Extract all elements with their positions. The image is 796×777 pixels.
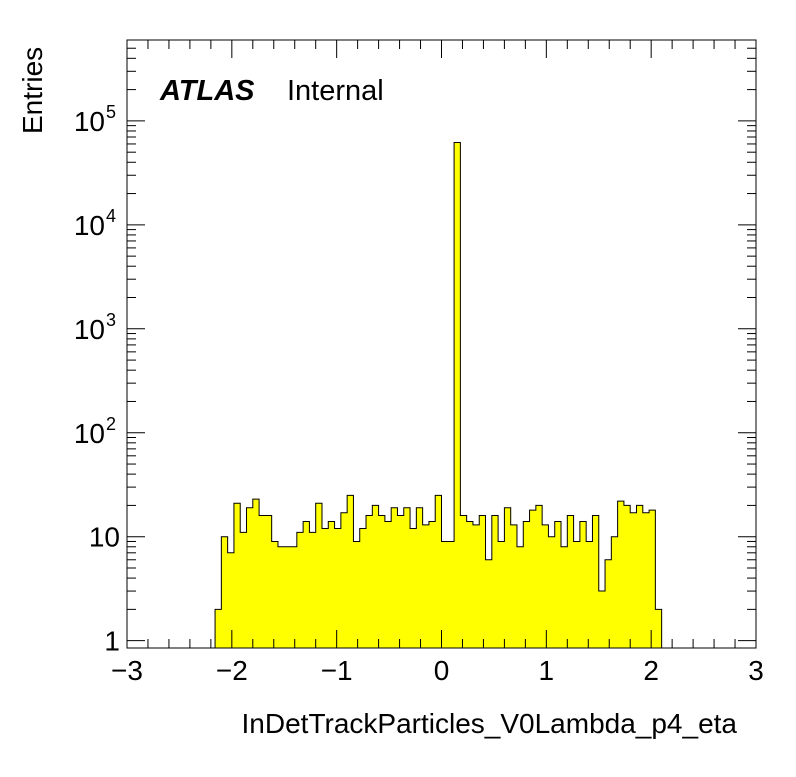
- histogram-bin: [630, 512, 637, 648]
- histogram-bin: [347, 495, 354, 648]
- histogram-bin: [598, 591, 606, 648]
- histogram-bin: [428, 521, 436, 648]
- histogram-bin: [617, 501, 625, 648]
- histogram-bin: [252, 499, 260, 648]
- histogram-bin: [460, 515, 468, 648]
- histogram-bin: [378, 515, 386, 648]
- histogram-bin: [611, 536, 619, 648]
- histogram-bin: [384, 521, 392, 648]
- histogram-bin: [391, 507, 398, 648]
- histogram-bin: [321, 528, 329, 648]
- x-tick-label: 0: [434, 655, 450, 686]
- histogram-bin: [435, 495, 442, 648]
- histogram-bin: [328, 521, 335, 648]
- histogram-bin: [227, 552, 235, 648]
- x-tick-label: 3: [748, 655, 764, 686]
- histogram-bin: [221, 536, 229, 648]
- histogram-bin: [472, 524, 480, 648]
- histogram-bin: [642, 512, 650, 648]
- histogram-bin: [422, 524, 430, 648]
- histogram-bin: [271, 541, 279, 648]
- x-tick-label: −3: [111, 655, 143, 686]
- histogram-bars: [215, 142, 663, 648]
- histogram-bin: [296, 532, 304, 648]
- histogram-bin: [535, 505, 543, 648]
- histogram-bin: [309, 532, 317, 648]
- histogram-outline: [214, 141, 663, 648]
- histogram-bin: [523, 521, 530, 648]
- y-tick-label: 1: [104, 626, 120, 657]
- y-tick-label: 10: [74, 210, 105, 241]
- histogram-bin: [447, 541, 455, 648]
- x-tick-label: 1: [539, 655, 555, 686]
- histogram-bin: [233, 503, 241, 648]
- histogram-bin: [466, 521, 474, 648]
- y-axis-label: Entries: [17, 47, 48, 134]
- histogram-bin: [655, 609, 663, 648]
- y-tick-exponent: 2: [106, 414, 116, 434]
- histogram-bin: [334, 528, 342, 648]
- histogram-bin: [561, 546, 568, 648]
- histogram-bin: [315, 503, 323, 648]
- y-tick-label: 10: [89, 522, 120, 553]
- histogram-bin: [529, 510, 537, 648]
- histogram-bin: [246, 507, 254, 648]
- axis-ticks: [126, 39, 757, 648]
- x-tick-label: −1: [321, 655, 353, 686]
- x-tick-label: −2: [216, 655, 248, 686]
- histogram-bin: [573, 541, 581, 648]
- histogram-bin: [516, 546, 524, 648]
- y-tick-label: 10: [74, 106, 105, 137]
- histogram-bin: [498, 541, 505, 648]
- histogram-bin: [290, 546, 298, 648]
- histogram-bin: [277, 546, 285, 648]
- histogram-bin: [623, 505, 631, 648]
- histogram-bin: [567, 515, 574, 648]
- histogram-bin: [504, 507, 512, 648]
- histogram-bin: [366, 515, 373, 648]
- histogram-bin: [259, 515, 266, 648]
- histogram-bin: [397, 515, 405, 648]
- histogram-bin: [340, 512, 348, 648]
- histogram-bin: [215, 609, 222, 648]
- atlas-brand: ATLAS: [159, 75, 255, 107]
- y-tick-label: 10: [74, 418, 105, 449]
- histogram-bin: [548, 536, 556, 648]
- y-tick-label: 10: [74, 314, 105, 345]
- histogram-bin: [479, 515, 486, 648]
- histogram-bin: [636, 505, 644, 648]
- histogram-bin: [491, 515, 499, 648]
- histogram-bin: [240, 532, 247, 648]
- histogram-bin: [454, 142, 461, 648]
- histogram-bin: [353, 541, 361, 648]
- histogram-bin: [284, 546, 291, 648]
- histogram-bin: [485, 559, 493, 648]
- histogram-bin: [359, 528, 367, 648]
- histogram-bin: [554, 521, 562, 648]
- histogram-bin: [372, 505, 379, 648]
- histogram-bin: [441, 541, 449, 648]
- histogram-bin: [265, 515, 273, 648]
- histogram-bin: [510, 524, 518, 648]
- histogram-bin: [403, 507, 411, 648]
- x-axis-label: InDetTrackParticles_V0Lambda_p4_eta: [242, 708, 738, 739]
- y-tick-exponent: 3: [106, 310, 116, 330]
- x-tick-labels: −3 −2 −1 0 1 2 3: [111, 655, 764, 686]
- y-tick-exponent: 4: [106, 206, 116, 226]
- histogram-bin: [416, 507, 424, 648]
- histogram-bin: [303, 521, 310, 648]
- histogram-bin: [605, 559, 612, 648]
- histogram-bin: [586, 541, 593, 648]
- y-tick-exponent: 5: [106, 102, 116, 122]
- histogram-bin: [592, 515, 600, 648]
- histogram-bin: [410, 528, 417, 648]
- plot-frame: [126, 39, 757, 649]
- x-tick-label: 2: [643, 655, 659, 686]
- histogram-bin: [579, 521, 587, 648]
- histogram-bin: [649, 510, 656, 648]
- histogram-bin: [542, 524, 549, 648]
- atlas-status-label: Internal: [287, 75, 384, 107]
